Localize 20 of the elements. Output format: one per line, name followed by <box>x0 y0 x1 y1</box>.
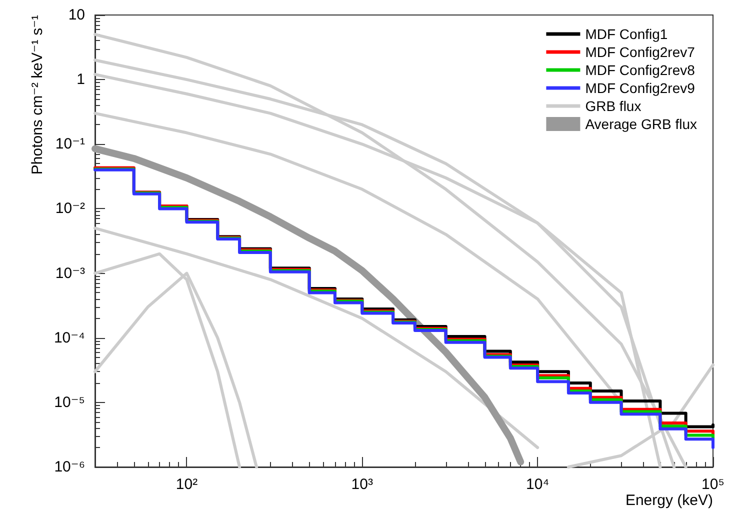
x-tick-label: 10⁵ <box>702 476 724 493</box>
x-tick-label: 10² <box>176 476 198 493</box>
x-tick-label: 10³ <box>351 476 373 493</box>
y-axis-title: Photons cm⁻² keV⁻¹ s⁻¹ <box>29 14 46 175</box>
legend-label: MDF Config2rev9 <box>585 80 696 96</box>
y-tick-label: 10⁻² <box>55 200 85 218</box>
y-tick-label: 1 <box>76 71 85 88</box>
y-tick-label: 10 <box>68 6 85 24</box>
legend-label: MDF Config2rev7 <box>585 44 696 60</box>
y-tick-label: 10⁻³ <box>55 264 85 282</box>
x-axis-title: Energy (keV) <box>625 492 713 509</box>
x-tick-label: 10⁴ <box>526 476 550 493</box>
y-tick-label: 10⁻⁵ <box>54 394 85 411</box>
legend-label: GRB flux <box>585 98 642 114</box>
legend-label: MDF Config1 <box>585 26 668 42</box>
y-tick-label: 10⁻⁴ <box>54 329 85 346</box>
y-tick-label: 10⁻⁶ <box>54 458 85 476</box>
legend-label: MDF Config2rev8 <box>585 62 696 78</box>
legend-label: Average GRB flux <box>585 116 697 132</box>
y-tick-label: 10⁻¹ <box>55 136 85 153</box>
